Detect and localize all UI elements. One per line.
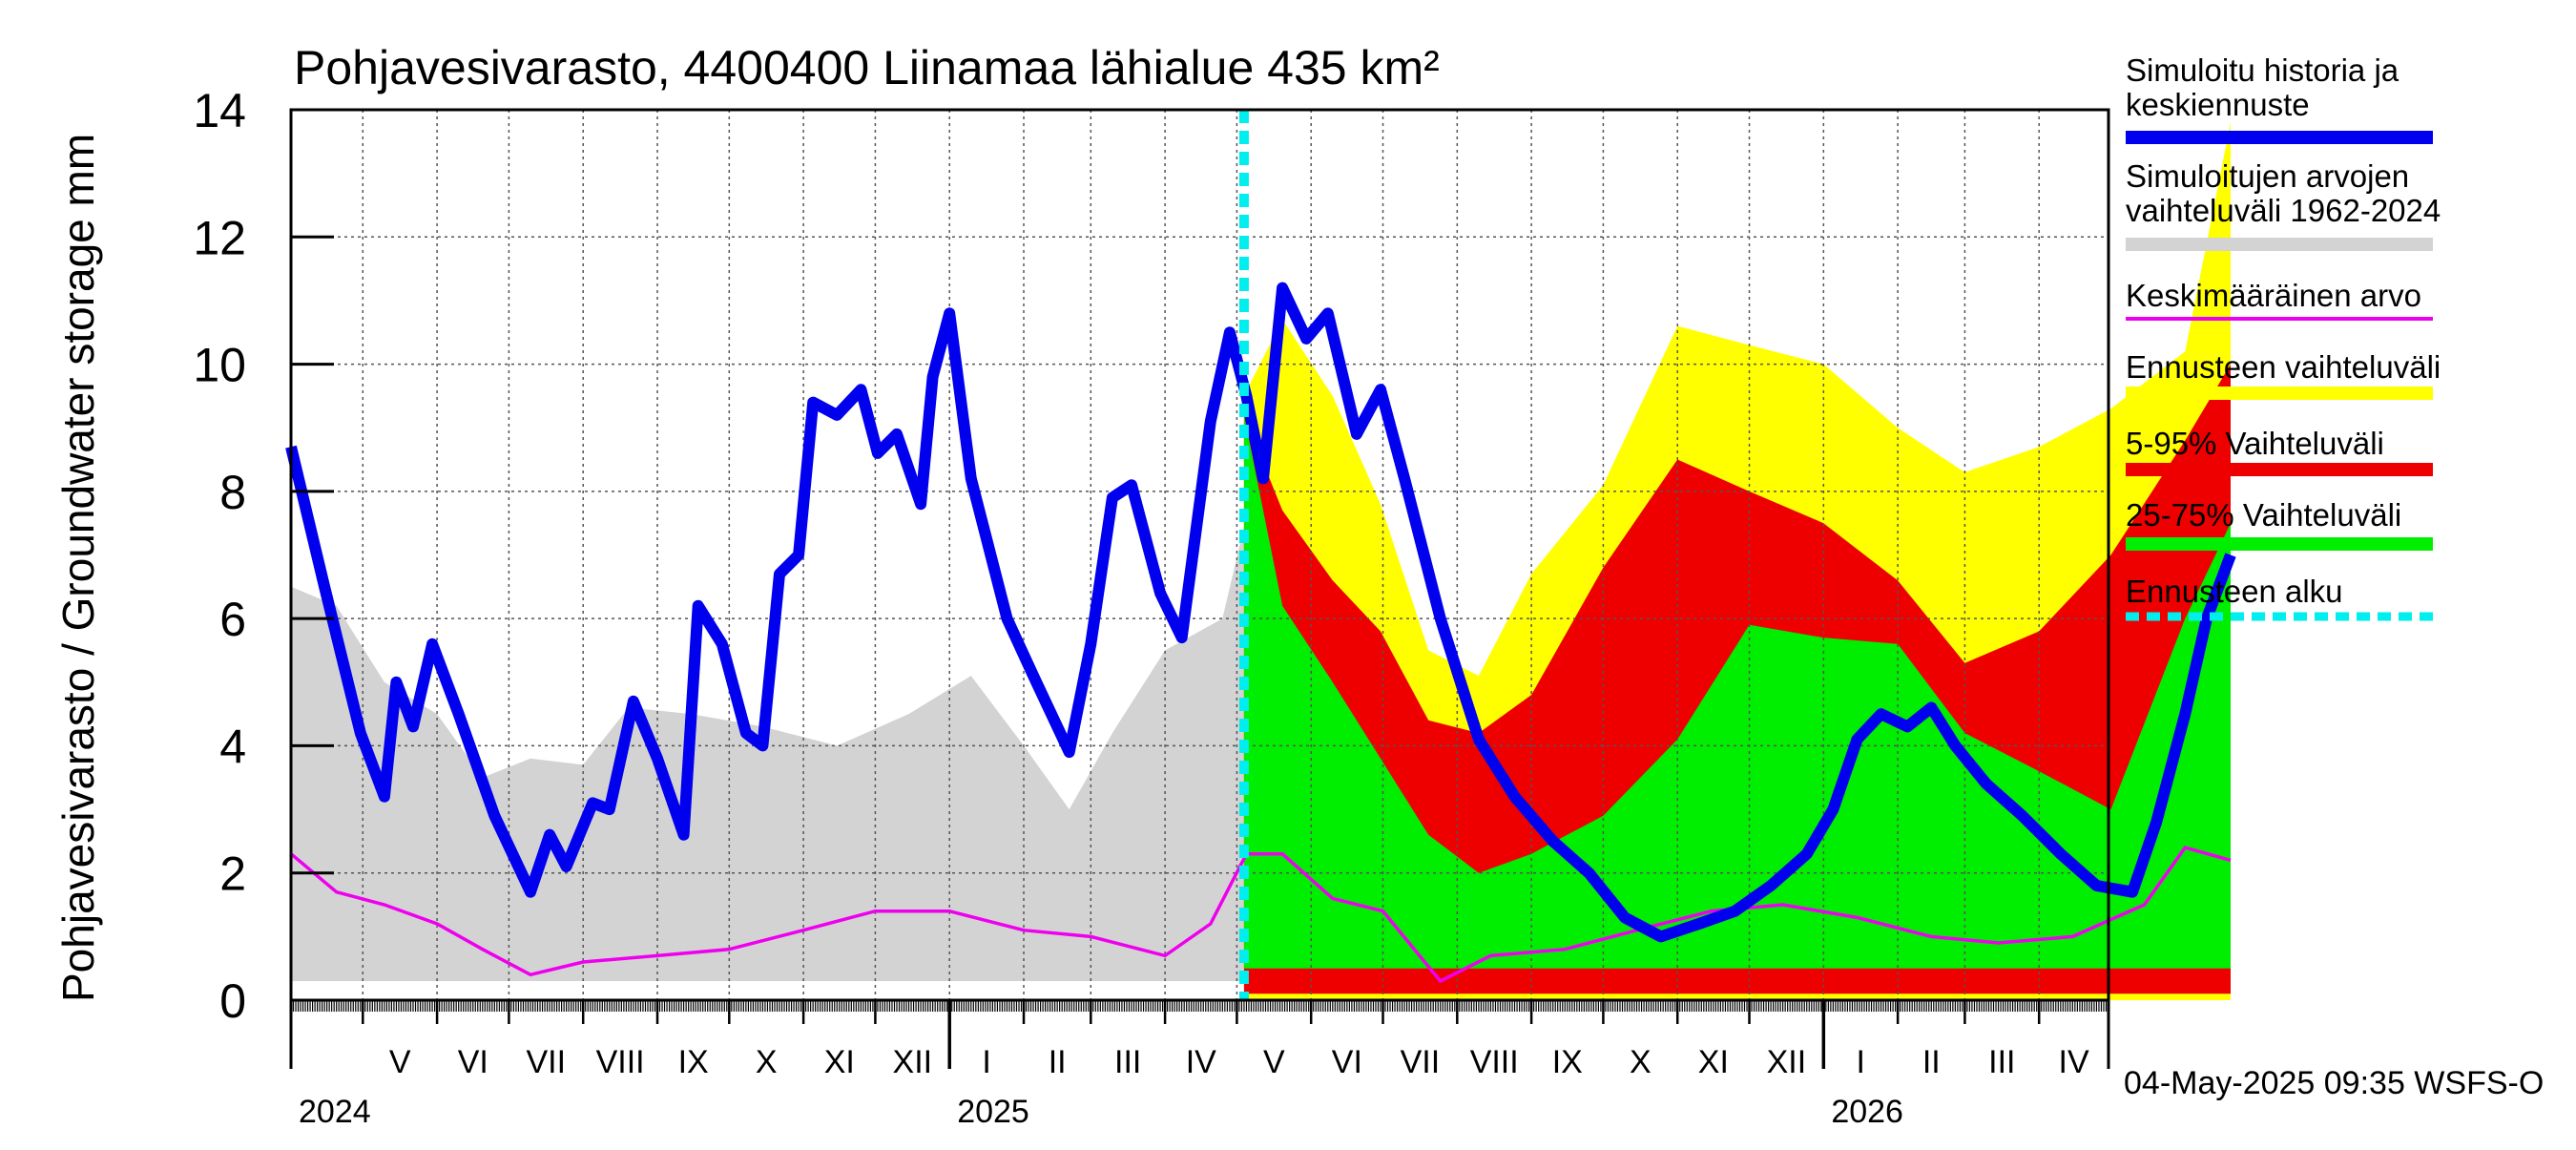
x-month-label: VIII (596, 1044, 645, 1080)
plot-frame (289, 108, 2110, 1002)
legend-label-1: keskiennuste (2126, 87, 2310, 122)
chart-title: Pohjavesivarasto, 4400400 Liinamaa lähia… (294, 41, 1440, 94)
legend-label-7: Ennusteen alku (2126, 574, 2343, 609)
x-month-label: II (1049, 1044, 1067, 1080)
timestamp-label: 04-May-2025 09:35 WSFS-O (2124, 1065, 2544, 1101)
x-month-label: X (756, 1044, 778, 1080)
legend-label-6: 25-75% Vaihteluväli (2126, 497, 2401, 533)
x-month-label: V (1263, 1044, 1285, 1080)
x-month-label: IV (2059, 1044, 2089, 1080)
simulated-line (285, 282, 2236, 943)
x-month-label: II (1922, 1044, 1941, 1080)
x-year-label: 2025 (957, 1094, 1029, 1130)
x-year-label: 2026 (1831, 1094, 1903, 1130)
legend-label-5: 5-95% Vaihteluväli (2126, 426, 2384, 461)
y-tick-label: 8 (219, 466, 246, 519)
y-axis-label: Pohjavesivarasto / Groundwater storage m… (53, 134, 103, 1002)
x-month-label: VI (1332, 1044, 1362, 1080)
x-month-label: XI (824, 1044, 855, 1080)
band-4 (1243, 414, 2231, 969)
x-year-label: 2024 (299, 1094, 371, 1130)
legend-label-2: Simuloitujen arvojen (2126, 158, 2409, 194)
x-month-label: I (982, 1044, 990, 1080)
x-month-label: XI (1698, 1044, 1729, 1080)
x-month-label: X (1630, 1044, 1652, 1080)
x-month-label: IV (1186, 1044, 1216, 1080)
y-tick-label: 2 (219, 847, 246, 901)
x-month-label: VIII (1470, 1044, 1519, 1080)
legend-label-2: vaihteluväli 1962-2024 (2126, 193, 2441, 228)
x-month-label: VII (527, 1044, 567, 1080)
x-month-label: V (389, 1044, 411, 1080)
x-month-label: III (1988, 1044, 2015, 1080)
y-tick-label: 4 (219, 720, 246, 773)
y-tick-label: 12 (193, 211, 246, 264)
x-month-label: VII (1401, 1044, 1441, 1080)
y-tick-label: 10 (193, 339, 246, 392)
x-month-label: VI (458, 1044, 488, 1080)
legend-label-3: Keskimääräinen arvo (2126, 278, 2421, 313)
x-month-label: IX (1552, 1044, 1583, 1080)
series-lines (285, 110, 2236, 1000)
x-month-label: XII (893, 1044, 933, 1080)
range-bands (291, 122, 2231, 1001)
x-month-label: III (1114, 1044, 1141, 1080)
x-month-label: XII (1767, 1044, 1807, 1080)
y-tick-label: 0 (219, 974, 246, 1028)
y-tick-label: 6 (219, 593, 246, 646)
legend-label-4: Ennusteen vaihteluväli (2126, 349, 2441, 385)
legend-label-1: Simuloitu historia ja (2126, 52, 2399, 88)
y-tick-label: 14 (193, 84, 246, 137)
x-month-label: IX (678, 1044, 709, 1080)
x-month-label: I (1857, 1044, 1865, 1080)
